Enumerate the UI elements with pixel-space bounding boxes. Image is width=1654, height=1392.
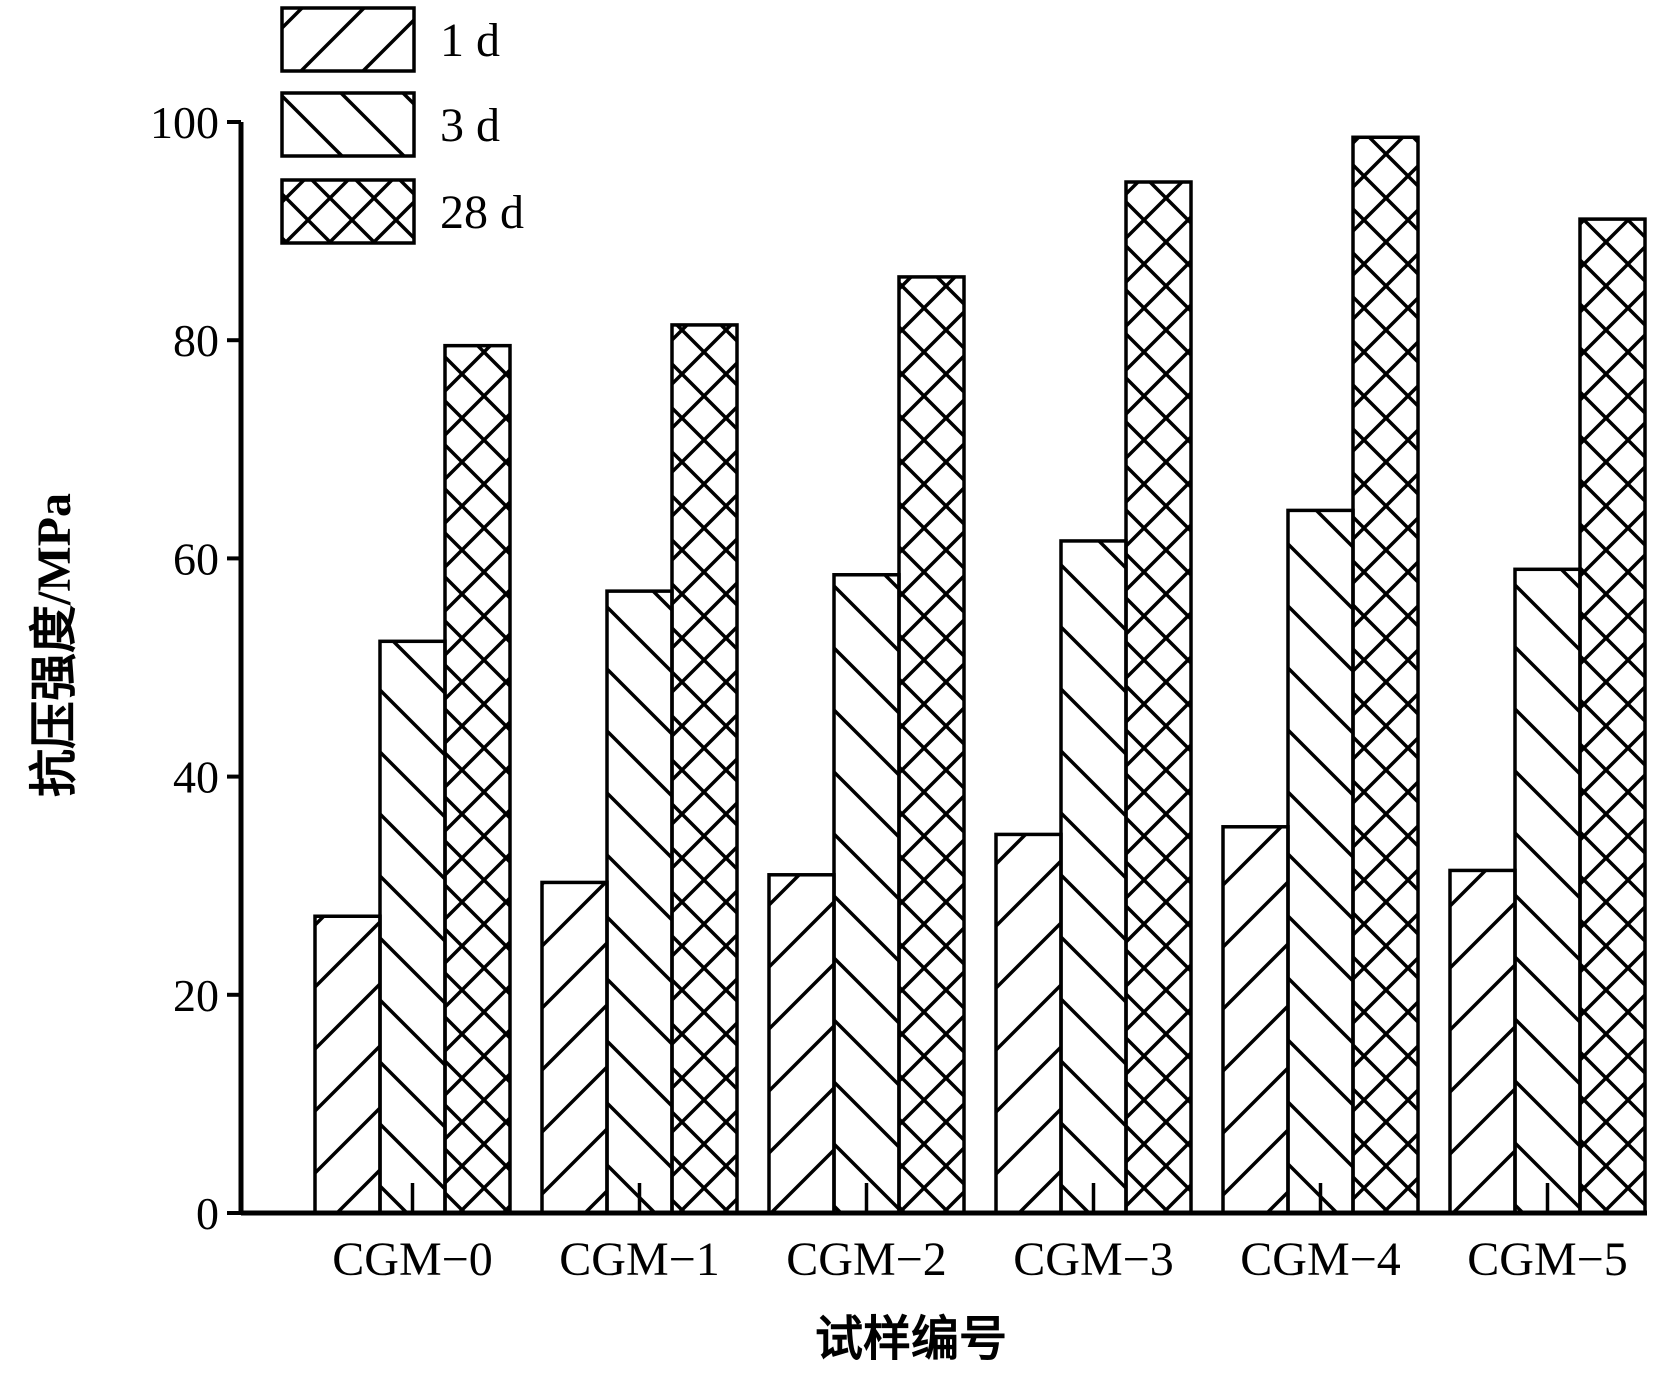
bar-3d-0 — [378, 639, 447, 1215]
bar-1d-4 — [1221, 825, 1290, 1215]
bar-3d-5 — [1513, 567, 1582, 1215]
y-axis-label: 抗压强度/MPa — [28, 493, 81, 797]
x-axis-label: 试样编号 — [815, 1313, 1007, 1366]
bar-28d-4 — [1351, 135, 1420, 1215]
bar-1d-3 — [994, 832, 1063, 1215]
y-tick-label: 60 — [173, 533, 219, 584]
legend: 1 d 3 d 28 d — [280, 6, 524, 245]
bar-28d-2 — [897, 275, 966, 1215]
x-tick-label: CGM−1 — [559, 1233, 719, 1286]
legend-label-1: 3 d — [440, 99, 500, 152]
legend-swatch-2 — [280, 178, 416, 245]
y-tick-label: 40 — [173, 752, 219, 803]
y-tick-label: 20 — [173, 970, 219, 1021]
bar-28d-0 — [443, 343, 512, 1215]
y-tick-label: 100 — [150, 97, 219, 148]
bar-3d-3 — [1059, 539, 1128, 1215]
bar-3d-4 — [1286, 508, 1355, 1215]
y-tick-label: 0 — [196, 1188, 219, 1239]
bar-1d-5 — [1448, 868, 1517, 1215]
legend-label-0: 1 d — [440, 14, 500, 67]
y-tick-label: 80 — [173, 315, 219, 366]
bar-1d-1 — [540, 880, 609, 1215]
bar-1d-0 — [313, 914, 382, 1215]
bar-28d-3 — [1124, 180, 1193, 1215]
bar-1d-2 — [767, 873, 836, 1215]
bar-28d-5 — [1578, 217, 1647, 1215]
bar-3d-1 — [605, 589, 674, 1215]
legend-swatch-0 — [280, 6, 416, 73]
bar-3d-2 — [832, 573, 901, 1215]
x-tick-label: CGM−2 — [786, 1233, 946, 1286]
x-tick-label: CGM−4 — [1240, 1233, 1400, 1286]
x-tick-label: CGM−0 — [332, 1233, 492, 1286]
legend-label-2: 28 d — [440, 186, 524, 239]
x-tick-label: CGM−3 — [1013, 1233, 1173, 1286]
x-tick-label: CGM−5 — [1467, 1233, 1627, 1286]
bar-28d-1 — [670, 323, 739, 1215]
legend-swatch-1 — [280, 91, 416, 158]
